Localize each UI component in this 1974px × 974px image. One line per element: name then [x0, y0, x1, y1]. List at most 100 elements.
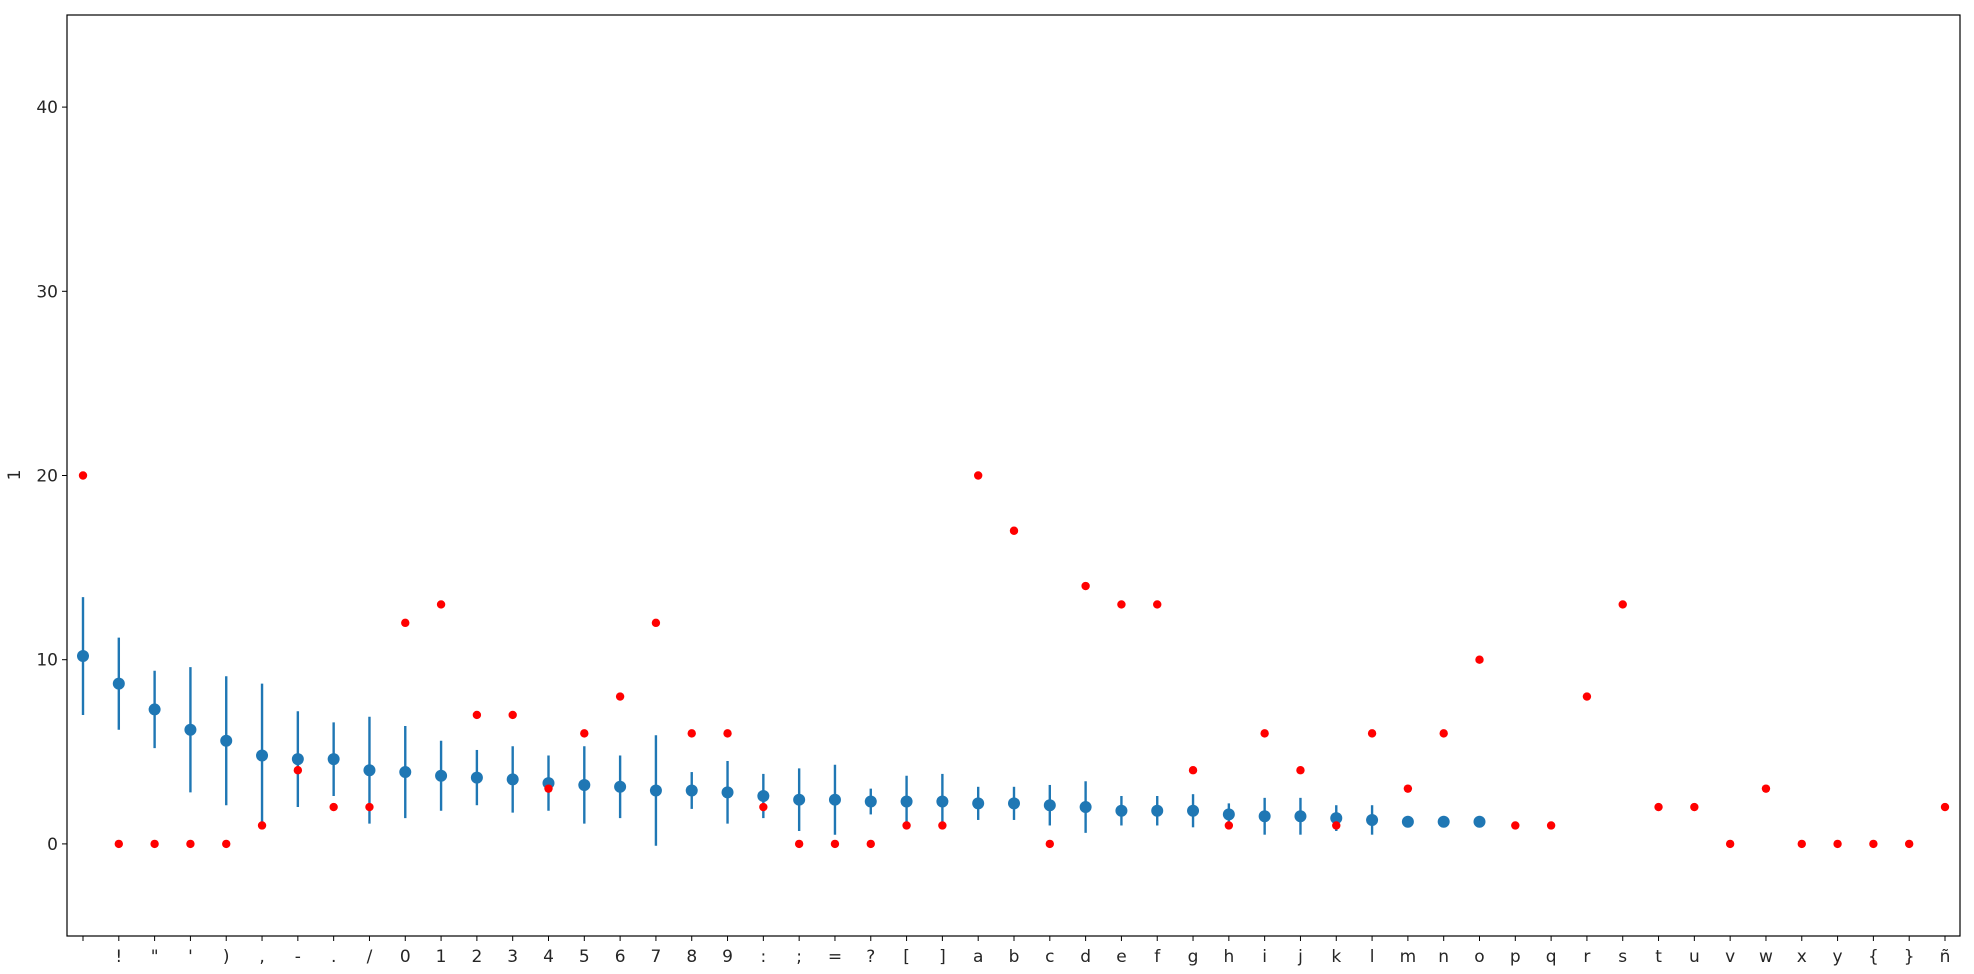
observed-point [78, 471, 88, 480]
x-tick-label: y [1833, 947, 1843, 967]
x-tick-label: , [259, 947, 264, 967]
mean-point [1079, 801, 1092, 814]
observed-point [723, 729, 732, 738]
observed-point [1153, 600, 1162, 609]
observed-point [938, 821, 947, 830]
observed-point [1940, 802, 1950, 812]
x-tick-label: k [1331, 947, 1341, 967]
observed-point [508, 710, 517, 720]
x-tick-label: ! [115, 947, 122, 967]
x-tick-label: 3 [507, 947, 518, 967]
observed-point [1188, 766, 1198, 775]
x-tick-label: ] [939, 947, 946, 967]
x-tick-label: [ [903, 947, 910, 967]
mean-point [363, 764, 376, 777]
x-tick-label: 0 [400, 947, 411, 967]
observed-point [651, 618, 661, 628]
observed-point [1618, 600, 1627, 609]
x-tick-label: = [828, 947, 842, 967]
y-tick-label: 20 [36, 467, 58, 487]
mean-point [1258, 810, 1271, 823]
x-tick-label: t [1655, 947, 1662, 967]
mean-point [900, 795, 913, 808]
x-tick-label: f [1154, 947, 1161, 967]
mean-point [1473, 815, 1486, 828]
mean-point [184, 723, 197, 736]
x-tick-label: 7 [651, 947, 662, 967]
observed-point [150, 839, 159, 849]
mean-point [435, 769, 448, 782]
x-tick-label: - [295, 947, 301, 967]
y-axis-ticks: 0 10 20 30 40 [36, 98, 67, 855]
x-tick-label: o [1474, 947, 1484, 967]
x-tick-label: " [151, 947, 159, 967]
observed-point [401, 618, 410, 628]
x-tick-label: a [973, 947, 983, 967]
observed-point [759, 802, 768, 812]
observed-point [830, 839, 840, 849]
observed-points [78, 471, 1950, 849]
x-tick-label: i [1262, 947, 1267, 967]
x-tick-label: b [1009, 947, 1020, 967]
x-tick-label: g [1188, 947, 1199, 967]
observed-point [1690, 802, 1699, 812]
x-tick-label: : [760, 947, 766, 967]
y-axis-label: 1 [5, 470, 25, 481]
x-axis-ticks: ! " '), -. / 0 1 2 3 4 5 6 7 8 9:; =? [] a b c d e f g h i j k l m n o p… [82, 936, 1951, 967]
y-tick-label: 10 [36, 651, 58, 671]
observed-point [1403, 784, 1413, 793]
mean-point [864, 795, 877, 808]
mean-point [77, 650, 89, 663]
observed-point [1260, 729, 1269, 738]
mean-point [506, 773, 519, 786]
observed-point [1332, 821, 1341, 830]
x-tick-label: 8 [686, 947, 697, 967]
x-tick-label: q [1546, 947, 1557, 967]
x-tick-label: v [1725, 947, 1735, 967]
mean-point [1043, 799, 1056, 812]
x-tick-label: ' [188, 947, 193, 967]
x-tick-label: m [1400, 947, 1417, 967]
mean-point [256, 749, 269, 762]
mean-point [828, 793, 841, 806]
y-tick-label: 40 [36, 98, 58, 118]
observed-point [1725, 839, 1735, 849]
x-tick-label: x [1797, 947, 1807, 967]
observed-point [1797, 839, 1806, 849]
x-tick-label: / [367, 947, 373, 967]
mean-point [1222, 808, 1235, 821]
observed-point [472, 710, 482, 720]
observed-point [186, 839, 195, 849]
x-tick-label: c [1045, 947, 1054, 967]
x-tick-label: s [1618, 947, 1627, 967]
x-tick-label: ? [866, 947, 875, 967]
observed-point [222, 839, 231, 849]
mean-point [614, 780, 627, 793]
observed-point [794, 839, 804, 849]
observed-point [329, 802, 338, 812]
mean-point [112, 677, 125, 690]
mean-point [1401, 815, 1414, 828]
x-tick-label: 2 [471, 947, 482, 967]
x-tick-label: n [1438, 947, 1449, 967]
observed-point [1045, 839, 1055, 849]
x-tick-label: 1 [436, 947, 447, 967]
x-tick-label: 6 [615, 947, 626, 967]
observed-point [1761, 784, 1771, 793]
x-tick-label: ñ [1940, 947, 1951, 967]
observed-point [615, 692, 625, 701]
mean-point [1294, 810, 1307, 823]
mean-point [1437, 815, 1450, 828]
mean-point [291, 753, 304, 766]
observed-point [1009, 526, 1019, 535]
observed-point [1367, 729, 1377, 738]
observed-point [1117, 600, 1126, 609]
mean-point [1187, 804, 1200, 817]
observed-point [1654, 802, 1663, 812]
mean-point [1151, 804, 1164, 817]
observed-point [1546, 821, 1556, 830]
x-tick-label: u [1689, 947, 1700, 967]
x-tick-label: j [1297, 947, 1303, 967]
mean-point [1330, 812, 1343, 825]
